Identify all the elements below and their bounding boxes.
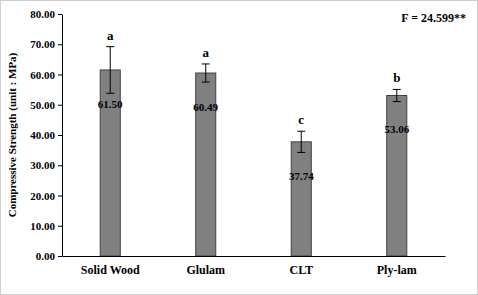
error-cap (106, 93, 114, 94)
plot-area: 0.00 10.00 20.00 30.00 40.00 50.00 60.00 70.00 8… (30, 8, 445, 277)
y-tick-label: 80.00 (30, 8, 55, 20)
y-tick-label: 70.00 (30, 38, 55, 50)
error-bar (297, 131, 305, 152)
data-label: 53.06 (384, 123, 409, 135)
y-tick-mark (58, 196, 62, 197)
y-axis-title: Compressive Strength (unit : MPa) (6, 52, 19, 217)
y-tick-mark (58, 14, 62, 15)
x-tick-label: CLT (289, 263, 313, 277)
error-bar (393, 89, 401, 101)
error-stem (110, 47, 111, 94)
y-tick-mark (58, 165, 62, 166)
chart: 0.00 10.00 20.00 30.00 40.00 50.00 60.00 70.00 8… (0, 0, 478, 295)
x-axis: Solid Wood Glulam CLT Ply-lam (63, 257, 446, 277)
y-tick: 80.00 (30, 8, 62, 20)
x-tick-label: Solid Wood (81, 263, 140, 277)
data-label: 60.49 (193, 101, 218, 113)
error-stem (396, 89, 397, 101)
group-letter: a (202, 45, 209, 60)
y-tick-mark (58, 226, 62, 227)
y-axis-line (62, 15, 63, 257)
y-tick: 60.00 (30, 69, 62, 81)
error-cap (202, 82, 210, 83)
error-bar (202, 64, 210, 82)
x-tick: Solid Wood (81, 263, 140, 277)
error-cap (106, 46, 114, 47)
x-tick-label: Ply-lam (377, 263, 417, 277)
error-cap (297, 131, 305, 132)
x-tick-label: Glulam (186, 263, 225, 277)
error-cap (393, 101, 401, 102)
y-tick-mark (58, 44, 62, 45)
y-tick-label: 50.00 (30, 99, 55, 111)
group-letter: a (107, 28, 114, 43)
y-tick: 50.00 (30, 99, 62, 111)
y-tick: 40.00 (30, 129, 62, 141)
error-stem (205, 64, 206, 82)
y-tick: 0.00 (36, 250, 62, 262)
y-tick-label: 20.00 (30, 190, 55, 202)
x-tick: Ply-lam (377, 263, 417, 277)
y-tick-mark (58, 75, 62, 76)
group-letter: b (393, 70, 400, 85)
y-tick-mark (58, 135, 62, 136)
annotation: F = 24.599** (401, 11, 466, 25)
y-tick: 70.00 (30, 38, 62, 50)
y-axis: 0.00 10.00 20.00 30.00 40.00 50.00 60.00 70.00 8… (30, 8, 62, 262)
error-cap (202, 63, 210, 64)
y-tick-mark (58, 105, 62, 106)
error-cap (393, 89, 401, 90)
chart-border (1, 1, 478, 295)
error-bar (106, 47, 114, 94)
x-axis-line (63, 256, 446, 257)
y-tick: 10.00 (30, 220, 62, 232)
x-tick: CLT (289, 263, 313, 277)
x-tick: Glulam (186, 263, 225, 277)
y-tick-label: 60.00 (30, 69, 55, 81)
data-label: 61.50 (98, 98, 123, 110)
group-letter: c (298, 112, 304, 127)
error-stem (301, 131, 302, 152)
bar (291, 142, 311, 256)
y-tick-label: 40.00 (30, 129, 55, 141)
y-tick-label: 30.00 (30, 159, 55, 171)
y-tick: 30.00 (30, 159, 62, 171)
bar (387, 95, 407, 256)
labels: 61.50 60.49 37.74 53.06 a a c b (98, 28, 410, 182)
y-tick-label: 10.00 (30, 220, 55, 232)
y-tick: 20.00 (30, 190, 62, 202)
data-label: 37.74 (289, 170, 314, 182)
y-tick-mark (58, 256, 62, 257)
error-cap (297, 152, 305, 153)
y-tick-label: 0.00 (36, 250, 56, 262)
marks (100, 47, 407, 256)
